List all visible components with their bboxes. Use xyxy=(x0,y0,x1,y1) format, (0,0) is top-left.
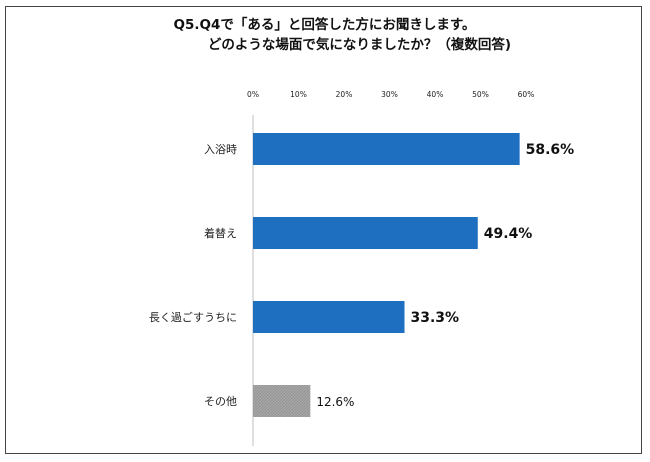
category-label: その他 xyxy=(204,395,237,408)
data-label: 33.3% xyxy=(411,310,460,326)
bar xyxy=(253,385,311,417)
x-tick-label: 50% xyxy=(472,90,489,99)
chart-title-line2: どのような場面で気になりましたか？（複数回答) xyxy=(207,37,512,53)
category-label: 長く過ごすうちに xyxy=(149,310,237,324)
data-label: 58.6% xyxy=(526,142,575,158)
bar xyxy=(253,217,478,249)
x-tick-label: 30% xyxy=(381,90,398,99)
x-tick-label: 40% xyxy=(427,90,444,99)
bar xyxy=(253,301,405,333)
data-label: 12.6% xyxy=(316,395,354,409)
x-tick-label: 10% xyxy=(290,90,307,99)
category-label: 入浴時 xyxy=(204,143,237,156)
chart-title-line1: Q5.Q4で「ある」と回答した方にお聞きします。 xyxy=(173,17,476,33)
chart-title: Q5.Q4で「ある」と回答した方にお聞きします。 どのような場面で気になりました… xyxy=(6,15,643,55)
x-tick-label: 60% xyxy=(518,90,535,99)
category-label: 着替え xyxy=(204,226,237,240)
x-tick-label: 0% xyxy=(247,90,259,99)
x-tick-label: 20% xyxy=(336,90,353,99)
bar xyxy=(253,133,520,165)
data-label: 49.4% xyxy=(484,226,533,242)
